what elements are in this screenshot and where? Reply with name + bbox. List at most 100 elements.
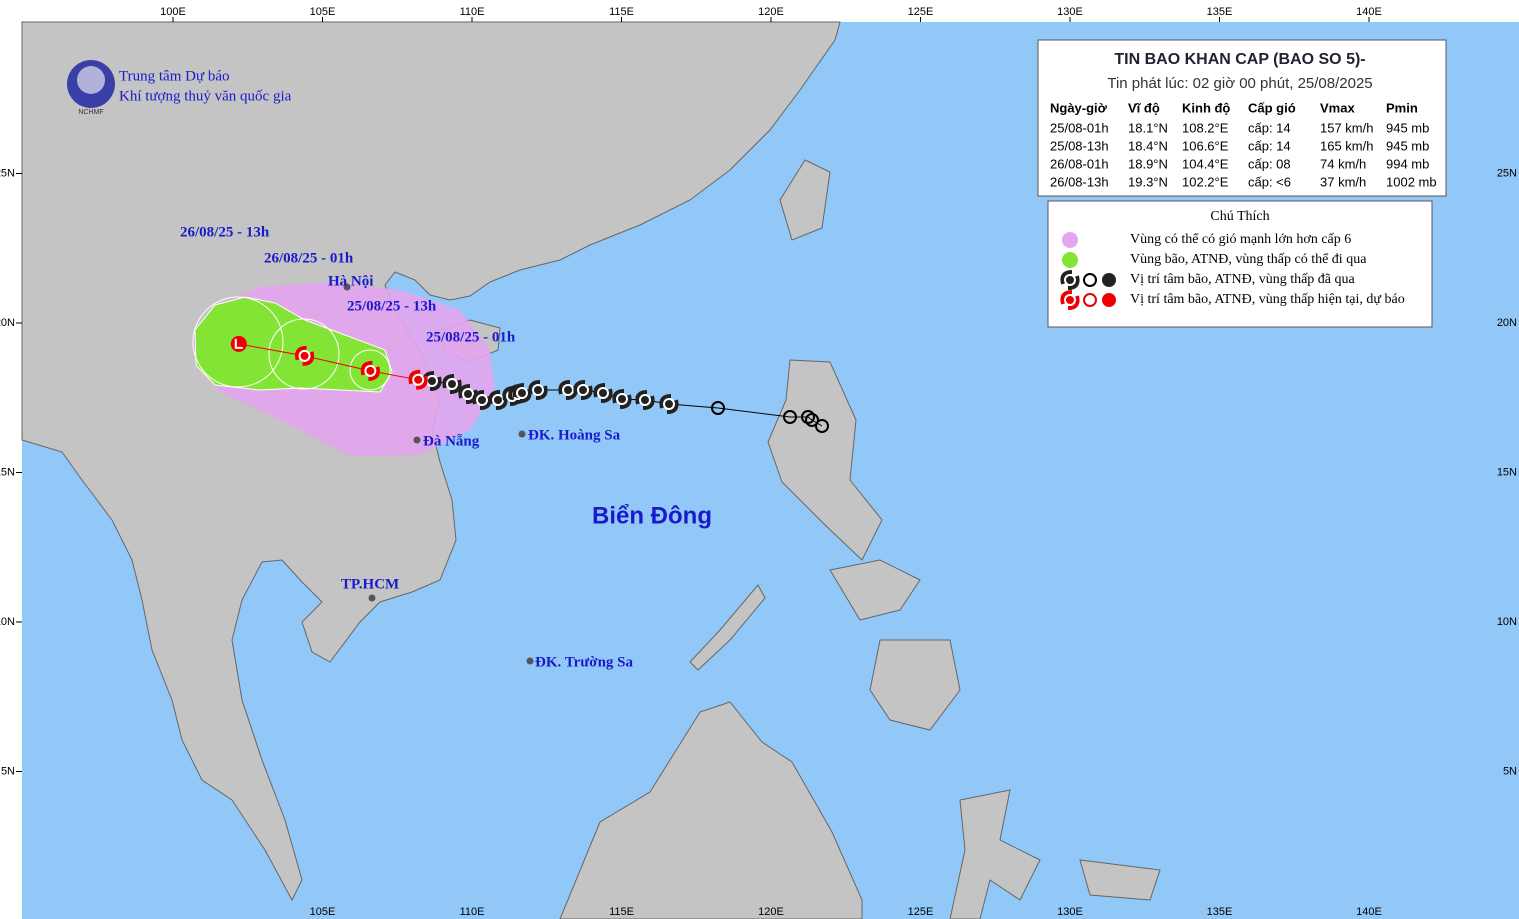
table-cell: 1002 mb (1386, 174, 1437, 189)
table-cell: 18.4°N (1128, 138, 1168, 153)
low-glyph (234, 338, 243, 349)
lat-label: 15N (0, 466, 15, 478)
table-cell: 108.2°E (1182, 120, 1229, 135)
place-dot (368, 594, 376, 602)
legend-item: Vùng bão, ATNĐ, vùng thấp có thể đi qua (1130, 252, 1367, 267)
table-cell: cấp: <6 (1248, 174, 1291, 189)
storm-tail (1060, 290, 1080, 310)
lat-label: 20N (1497, 317, 1517, 329)
org-name: Trung tâm Dự báo (119, 68, 230, 84)
table-cell: cấp: 14 (1248, 120, 1291, 135)
table-cell: 945 mb (1386, 138, 1429, 153)
storm-tail (408, 369, 428, 390)
lon-label: 120E (758, 906, 784, 918)
place-dot (518, 430, 526, 438)
storm-eye (462, 388, 474, 400)
table-cell: 157 km/h (1320, 120, 1373, 135)
table-cell: 994 mb (1386, 156, 1429, 171)
storm-eye (562, 384, 574, 396)
place-dot (343, 283, 351, 291)
storm-tail (612, 389, 632, 409)
storm-eye (532, 384, 544, 396)
lat-label: 10N (1497, 616, 1517, 628)
legend-swatch (1062, 232, 1078, 248)
lat-label: 5N (1503, 765, 1517, 777)
lon-label: 100E (160, 6, 186, 18)
place-label: Đà Nẵng (423, 433, 480, 449)
storm-path-zone (192, 296, 393, 393)
table-cell: 18.9°N (1128, 156, 1168, 171)
time-label: 26/08/25 - 01h (264, 250, 354, 266)
storm-eye (516, 387, 528, 399)
lon-label: 135E (1207, 906, 1233, 918)
legend-swatch (1102, 293, 1116, 307)
time-label: 26/08/25 - 13h (180, 224, 270, 240)
storm-eye (412, 373, 425, 386)
past-positions (422, 371, 829, 433)
past-low (801, 410, 815, 424)
bulletin-title: TIN BAO KHAN CAP (BAO SO 5)- (1114, 51, 1365, 68)
lon-label: 130E (1057, 906, 1083, 918)
table-cell: 74 km/h (1320, 156, 1366, 171)
place-label: TP.HCM (341, 576, 399, 592)
bulletin: TIN BAO KHAN CAP (BAO SO 5)- Tin phát lúc… (1037, 39, 1447, 197)
storm-tail (360, 360, 380, 381)
place-label: ĐK. Hoàng Sa (528, 427, 621, 443)
forecast-track (238, 343, 419, 381)
bulletin-issued: Tin phát lúc: 02 giờ 00 phút, 25/08/2025 (1107, 75, 1372, 92)
lon-label: 135E (1207, 6, 1233, 18)
table-cell: 26/08-01h (1050, 156, 1109, 171)
legend-title: Chú Thích (1210, 209, 1269, 224)
lat-label: 25N (1497, 167, 1517, 179)
lon-label: 130E (1057, 6, 1083, 18)
logo: NCHMF (67, 60, 115, 116)
storm-eye (577, 384, 589, 396)
table-cell: 106.6°E (1182, 138, 1229, 153)
lat-label: 15N (1497, 466, 1517, 478)
past-low (815, 419, 829, 433)
low-marker (230, 335, 247, 352)
column-header: Pmin (1386, 100, 1418, 115)
storm-tail (635, 390, 655, 410)
column-header: Vĩ độ (1128, 100, 1160, 115)
legend-swatch (1083, 293, 1097, 307)
column-header: Cấp gió (1248, 100, 1296, 115)
storm-tail (573, 380, 593, 400)
lon-label: 125E (908, 906, 934, 918)
storm-eye (597, 387, 609, 399)
table-cell: 25/08-13h (1050, 138, 1109, 153)
lon-label: 140E (1356, 6, 1382, 18)
storm-eye (616, 393, 628, 405)
lon-label: 105E (310, 6, 336, 18)
lat-label: 25N (0, 167, 15, 179)
lon-label: 105E (310, 906, 336, 918)
legend-swatch (1062, 252, 1078, 268)
storm-eye (426, 375, 438, 387)
storm-tail (1060, 270, 1080, 290)
lon-label: 120E (758, 6, 784, 18)
lat-label: 20N (0, 317, 15, 329)
storm-eye (1064, 294, 1076, 306)
table-cell: cấp: 14 (1248, 138, 1291, 153)
org-name: Khí tượng thuỷ văn quốc gia (119, 88, 292, 104)
storm-eye (639, 394, 651, 406)
storm-eye (663, 398, 675, 410)
column-header: Vmax (1320, 100, 1355, 115)
lon-label: 110E (460, 6, 485, 18)
legend-swatch (1102, 273, 1116, 287)
land (21, 21, 1161, 919)
forecast-position (360, 360, 380, 381)
legend-item: Vùng có thể có gió mạnh lớn hơn cấp 6 (1130, 232, 1351, 247)
legend-item: Vị trí tâm bão, ATNĐ, vùng thấp đã qua (1130, 272, 1356, 287)
storm-tail (442, 374, 462, 394)
logo-text: NCHMF (78, 109, 103, 116)
lon-label: 125E (908, 6, 934, 18)
table-cell: 104.4°E (1182, 156, 1229, 171)
table-cell: 37 km/h (1320, 174, 1366, 189)
lat-label: 10N (0, 616, 15, 628)
column-header: Kinh độ (1182, 100, 1230, 115)
table-cell: 18.1°N (1128, 120, 1168, 135)
storm-eye (492, 394, 504, 406)
